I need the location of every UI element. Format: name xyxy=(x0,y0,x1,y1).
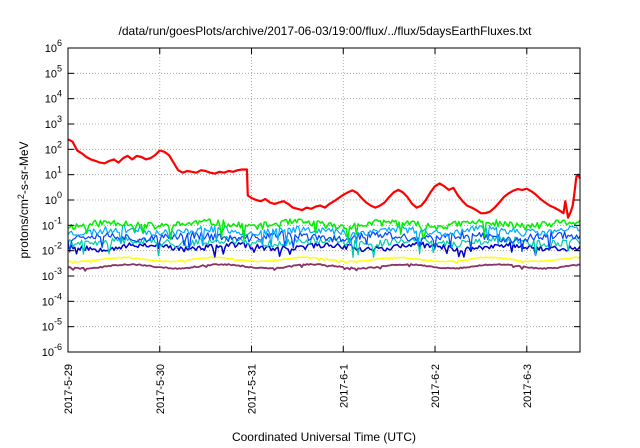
x-tick-label: 2017-6-3 xyxy=(522,364,534,408)
y-tick-label: 102 xyxy=(45,139,62,156)
y-tick-label: 10-6 xyxy=(42,342,62,359)
y-tick-label: 104 xyxy=(45,89,62,106)
series-line xyxy=(67,138,581,219)
y-axis-label: protons/cm2-s-sr-MeV xyxy=(16,141,31,258)
y-tick-exponent: 2 xyxy=(57,139,62,149)
y-tick-label: 100 xyxy=(45,190,62,207)
y-tick-exponent: 3 xyxy=(57,114,62,124)
y-tick-exponent: 5 xyxy=(57,63,62,73)
series-line xyxy=(67,263,581,272)
y-tick-exponent: 6 xyxy=(57,38,62,48)
y-tick-exponent: 1 xyxy=(57,165,62,175)
y-tick-exponent: 0 xyxy=(57,190,62,200)
series-line xyxy=(67,241,581,258)
x-axis-label: Coordinated Universal Time (UTC) xyxy=(232,430,416,444)
x-tick-label: 2017-6-1 xyxy=(338,364,350,408)
y-tick-exponent: 4 xyxy=(57,89,62,99)
y-tick-label: 101 xyxy=(45,165,62,182)
series-line xyxy=(67,218,581,241)
y-tick-label: 10-2 xyxy=(42,241,62,258)
y-tick-label: 105 xyxy=(45,63,62,80)
x-tick-label: 2017-6-2 xyxy=(430,364,442,408)
chart-title: /data/run/goesPlots/archive/2017-06-03/1… xyxy=(119,24,533,38)
y-tick-exponent: -1 xyxy=(54,215,62,225)
y-tick-exponent: -6 xyxy=(54,342,62,352)
x-tick-label: 2017-5-29 xyxy=(63,364,75,414)
y-tick-exponent: -2 xyxy=(54,241,62,251)
y-tick-exponent: -5 xyxy=(54,317,62,327)
x-tick-label: 2017-5-31 xyxy=(247,364,259,414)
series-line xyxy=(67,224,581,247)
series-line xyxy=(67,256,581,264)
y-tick-label: 10-4 xyxy=(42,291,62,308)
y-tick-label: 10-1 xyxy=(42,215,62,232)
series-line xyxy=(67,230,581,253)
y-tick-label: 10-3 xyxy=(42,266,62,283)
y-tick-exponent: -3 xyxy=(54,266,62,276)
y-tick-exponent: -4 xyxy=(54,291,62,301)
ticks: 10-610-510-410-310-210-11001011021031041… xyxy=(42,38,580,414)
x-tick-label: 2017-5-30 xyxy=(155,364,167,414)
y-tick-label: 103 xyxy=(45,114,62,131)
y-tick-label: 10-5 xyxy=(42,317,62,334)
grid xyxy=(68,48,580,352)
y-tick-label: 106 xyxy=(45,38,62,55)
series-layer xyxy=(67,138,581,272)
